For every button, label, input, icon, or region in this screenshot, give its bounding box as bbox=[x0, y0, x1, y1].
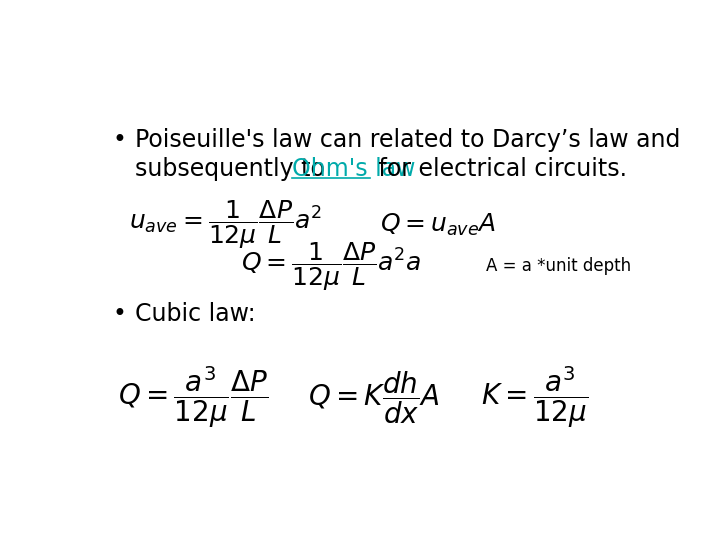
Text: Ohm's law: Ohm's law bbox=[292, 157, 415, 181]
Text: $u_{ave} = \dfrac{1}{12\mu}\dfrac{\Delta P}{L}a^2$: $u_{ave} = \dfrac{1}{12\mu}\dfrac{\Delta… bbox=[129, 199, 322, 251]
Text: •: • bbox=[112, 302, 126, 326]
Text: $Q = \dfrac{a^3}{12\mu}\dfrac{\Delta P}{L}$: $Q = \dfrac{a^3}{12\mu}\dfrac{\Delta P}{… bbox=[118, 364, 268, 430]
Text: $Q = u_{ave}A$: $Q = u_{ave}A$ bbox=[380, 212, 496, 238]
Text: $Q = \dfrac{1}{12\mu}\dfrac{\Delta P}{L}a^2 a$: $Q = \dfrac{1}{12\mu}\dfrac{\Delta P}{L}… bbox=[240, 240, 421, 293]
Text: A = a *unit depth: A = a *unit depth bbox=[486, 258, 631, 275]
Text: Cubic law:: Cubic law: bbox=[135, 302, 256, 326]
Text: $Q = K\dfrac{dh}{dx}A$: $Q = K\dfrac{dh}{dx}A$ bbox=[307, 369, 439, 426]
Text: $K = \dfrac{a^3}{12\mu}$: $K = \dfrac{a^3}{12\mu}$ bbox=[481, 364, 588, 430]
Text: Poiseuille's law can related to Darcy’s law and: Poiseuille's law can related to Darcy’s … bbox=[135, 127, 680, 152]
Text: •: • bbox=[112, 127, 126, 152]
Text: subsequently to: subsequently to bbox=[135, 157, 332, 181]
Text: for electrical circuits.: for electrical circuits. bbox=[372, 157, 627, 181]
